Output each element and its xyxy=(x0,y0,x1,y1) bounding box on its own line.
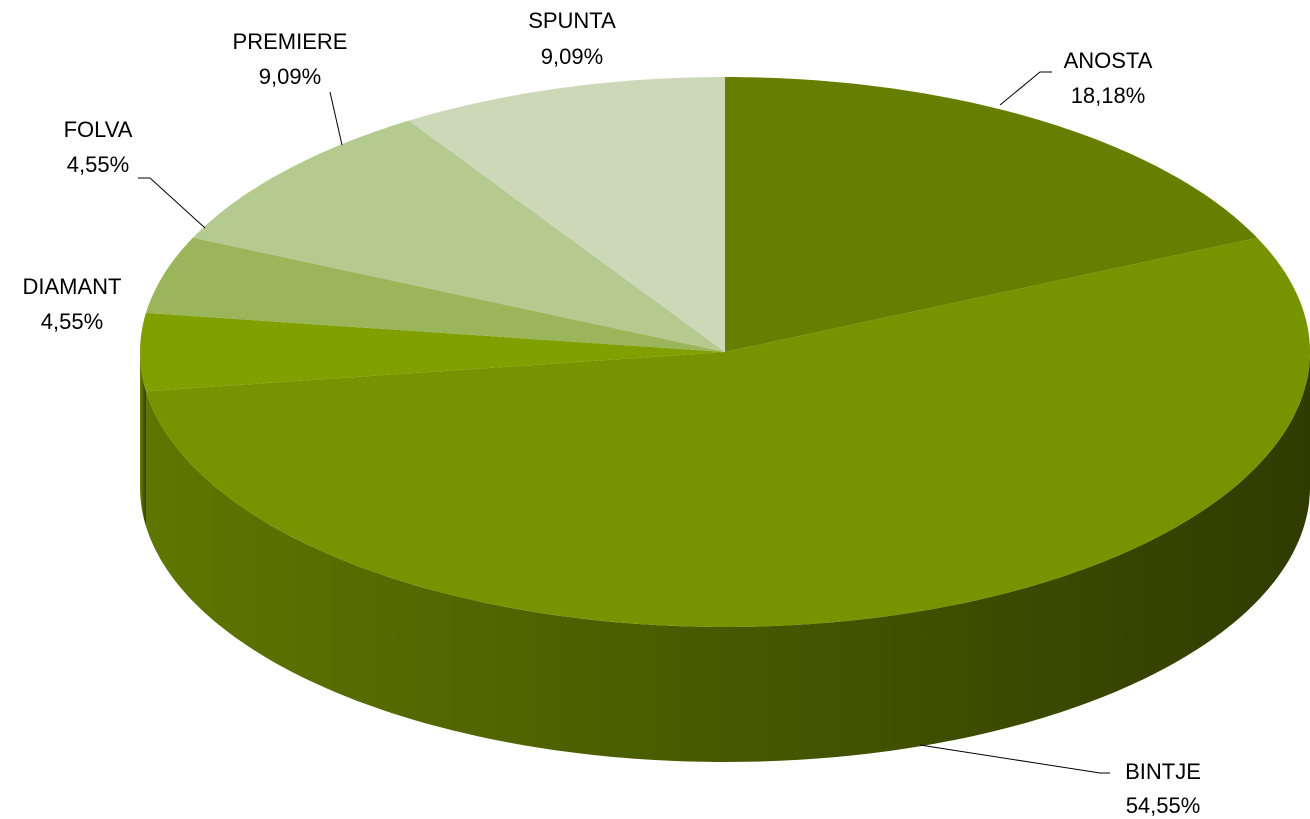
slice-label: SPUNTA xyxy=(528,8,616,33)
slice xyxy=(725,77,1258,352)
slice-side xyxy=(140,352,146,527)
slice-value-label: 54,55% xyxy=(1126,793,1201,818)
leader-line xyxy=(138,177,206,229)
slice xyxy=(140,312,725,392)
leader-line xyxy=(919,744,1110,774)
slice-value-label: 9,09% xyxy=(259,64,321,89)
slice-label: BINTJE xyxy=(1125,759,1201,784)
slice xyxy=(146,237,1310,627)
slice-value-label: 18,18% xyxy=(1071,83,1146,108)
leader-line xyxy=(329,91,343,146)
slice-value-label: 9,09% xyxy=(541,44,603,69)
slice-label: FOLVA xyxy=(64,117,133,142)
slice xyxy=(192,120,725,352)
slice xyxy=(146,237,725,352)
slice-value-label: 4,55% xyxy=(67,152,129,177)
slice-label: PREMIERE xyxy=(233,29,348,54)
slice-label: ANOSTA xyxy=(1064,48,1153,73)
leader-line xyxy=(999,71,1052,106)
slice xyxy=(408,77,725,352)
slice-value-label: 4,55% xyxy=(41,309,103,334)
slice-side xyxy=(146,352,1310,762)
slice-label: DIAMANT xyxy=(23,274,122,299)
